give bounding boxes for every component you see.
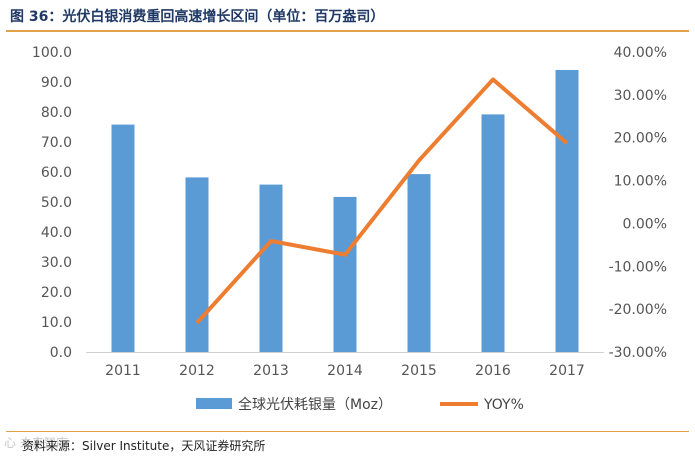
left-tick-label: 70.0 (41, 135, 72, 151)
left-tick-label: 100.0 (32, 45, 72, 61)
x-tick-label-2011: 2011 (105, 363, 141, 379)
legend-label-bar: 全球光伏耗银量（Moz） (238, 396, 392, 413)
left-tick-label: 40.0 (41, 225, 72, 241)
bar-2014 (333, 196, 357, 352)
bars-layer (111, 70, 579, 353)
right-tick-label: 10.00% (614, 174, 667, 190)
right-tick-label: 20.00% (614, 131, 667, 147)
right-axis: -30.00% -20.00% -10.00% 0.00% 10.00% 20.00% 30… (609, 45, 667, 361)
legend-label-line: YOY% (483, 397, 524, 413)
right-tick-label: -10.00% (609, 259, 667, 275)
source-note: 资料来源：Silver Institute，天风证券研究所 (22, 439, 266, 453)
bar-2012 (185, 177, 209, 352)
left-axis: 0.0 10.0 20.0 30.0 40.0 50.0 60.0 70.0 80.0 90.0 1… (32, 45, 72, 361)
left-tick-label: 10.0 (41, 315, 72, 331)
x-tick-label-2017: 2017 (549, 363, 585, 379)
left-tick-label: 50.0 (41, 195, 72, 211)
bar-2013 (259, 184, 283, 352)
legend-swatch-bar (196, 398, 232, 409)
left-tick-label: 20.0 (41, 285, 72, 301)
x-tick-label-2013: 2013 (253, 363, 289, 379)
bar-2011 (111, 124, 135, 352)
watermark: 心 未来智库 (4, 436, 68, 450)
right-tick-label: -30.00% (609, 345, 667, 361)
left-tick-label: 60.0 (41, 165, 72, 181)
x-tick-label-2014: 2014 (327, 363, 363, 379)
yoy-line (195, 77, 569, 325)
right-tick-label: -20.00% (609, 302, 667, 318)
right-tick-label: 0.00% (623, 216, 667, 232)
bar-2017 (555, 70, 579, 352)
chart-title: 图 36：光伏白银消费重回高速增长区间（单位：百万盎司） (10, 9, 385, 25)
x-tick-label-2016: 2016 (475, 363, 511, 379)
right-tick-label: 40.00% (614, 45, 667, 61)
footer-rule (6, 431, 689, 432)
line-layer (195, 77, 569, 325)
left-tick-label: 30.0 (41, 255, 72, 271)
x-tick-label-2012: 2012 (179, 363, 215, 379)
bar-2016 (481, 114, 505, 353)
legend: 全球光伏耗银量（Moz） YOY% (196, 396, 524, 413)
left-tick-label: 80.0 (41, 105, 72, 121)
title-rule (6, 30, 689, 32)
left-tick-label: 90.0 (41, 75, 72, 91)
x-tick-label-2015: 2015 (401, 363, 437, 379)
x-axis: 2011 2012 2013 2014 2015 2016 2017 (86, 352, 604, 379)
bar-2015 (407, 174, 431, 352)
right-tick-label: 30.00% (614, 88, 667, 104)
left-tick-label: 0.0 (50, 345, 72, 361)
